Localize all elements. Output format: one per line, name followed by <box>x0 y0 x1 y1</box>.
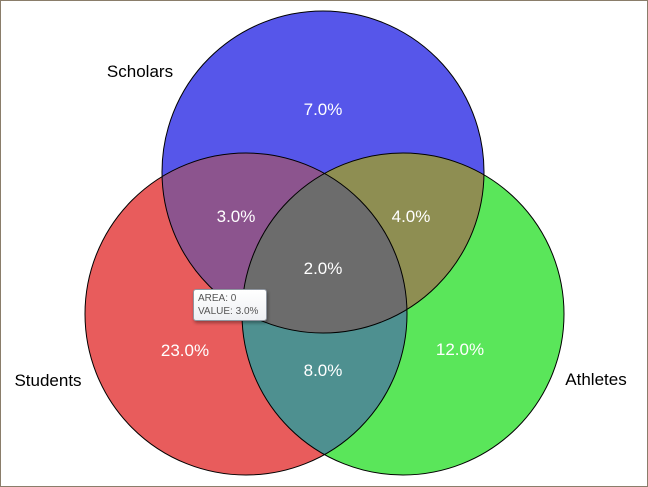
value-label-scholars-athletes: 4.0% <box>392 207 431 226</box>
hover-tooltip: AREA: 0 VALUE: 3.0% <box>193 289 267 321</box>
value-label-scholars: 7.0% <box>304 100 343 119</box>
value-label-scholars-students: 3.0% <box>217 207 256 226</box>
value-label-all-three: 2.0% <box>304 259 343 278</box>
value-label-athletes: 12.0% <box>436 340 484 359</box>
value-label-students-athletes: 8.0% <box>304 361 343 380</box>
outline-students <box>84 152 408 476</box>
tooltip-area-line: AREA: 0 <box>198 293 237 304</box>
set-label-scholars: Scholars <box>107 62 173 81</box>
value-label-students: 23.0% <box>161 341 209 360</box>
outline-scholars <box>161 10 485 334</box>
set-label-students: Students <box>14 371 81 390</box>
set-label-athletes: Athletes <box>565 370 626 389</box>
tooltip-value-line: VALUE: 3.0% <box>198 306 259 317</box>
